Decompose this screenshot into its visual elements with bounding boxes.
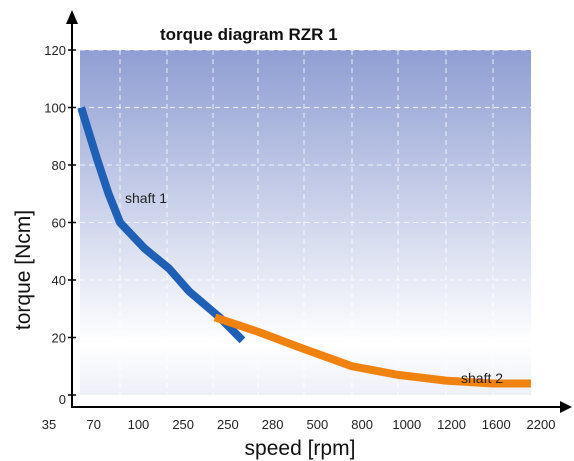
y-axis-title: torque [Ncm] [12,210,35,330]
y-tick-label: 60 [52,216,66,231]
x-tick-label: 250 [217,417,239,432]
x-tick-label: 70 [86,417,100,432]
y-axis-arrow [66,10,78,24]
series-label-2: shaft 2 [461,370,503,386]
x-tick-label: 250 [172,417,194,432]
y-tick-label: 100 [44,101,66,116]
x-tick-label: 35 [42,417,56,432]
tick-labels: 0 20 40 60 80 100 120 35 70 100 250 250 280 500 800 100… [42,43,556,432]
y-tick-label: 20 [52,331,66,346]
x-tick-label: 1000 [392,417,421,432]
series-line-1 [77,106,246,344]
x-tick-label: 1200 [437,417,466,432]
x-tick-label: 1600 [482,417,511,432]
grid [80,49,531,395]
chart-title: torque diagram RZR 1 [160,25,338,44]
y-tick-label: 0 [59,392,66,407]
series: shaft 1 shaft 2 [77,106,531,388]
x-tick-label: 800 [351,417,373,432]
series-line-2 [213,313,531,388]
x-axis-title: speed [rpm] [245,437,356,460]
y-tick-label: 80 [52,158,66,173]
y-tick-label: 40 [52,273,66,288]
axes [66,10,572,413]
y-tick-label: 120 [44,43,66,58]
x-tick-label: 2200 [527,417,556,432]
x-axis-arrow [560,401,572,413]
x-tick-label: 100 [128,417,150,432]
x-tick-label: 500 [307,417,329,432]
x-tick-label: 280 [262,417,284,432]
series-label-1: shaft 1 [125,190,167,206]
